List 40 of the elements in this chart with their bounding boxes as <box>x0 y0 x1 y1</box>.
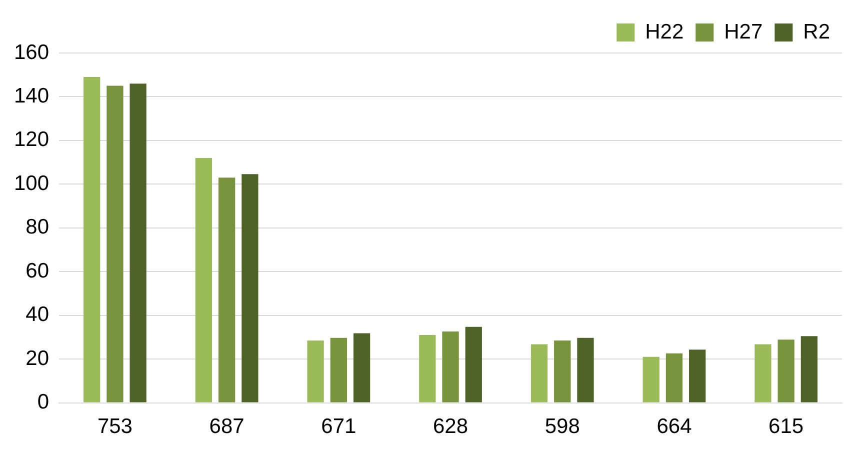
bar <box>419 335 436 402</box>
bar <box>353 333 370 402</box>
bar <box>106 86 124 402</box>
legend-label: H22 <box>645 20 684 44</box>
x-tick-label: 615 <box>768 415 804 438</box>
y-tick-label: 140 <box>14 84 50 108</box>
bar <box>442 332 459 402</box>
bar <box>800 336 818 402</box>
y-tick-label: 0 <box>37 390 50 414</box>
y-tick-label: 40 <box>26 303 50 326</box>
bar <box>530 344 548 402</box>
bar <box>554 340 571 402</box>
x-tick-label: 598 <box>544 415 580 438</box>
y-tick-label: 120 <box>14 128 50 152</box>
bar <box>195 158 212 402</box>
x-tick-label: 664 <box>656 415 692 438</box>
bar <box>330 338 347 402</box>
legend-label: H27 <box>724 20 763 44</box>
bar <box>465 326 482 402</box>
bar <box>218 178 236 402</box>
y-tick-label: 160 <box>14 40 50 64</box>
bar <box>577 338 594 402</box>
x-tick-label: 671 <box>321 415 356 438</box>
x-tick-label: 753 <box>97 415 132 438</box>
y-tick-label: 20 <box>26 346 50 370</box>
bar <box>84 77 100 402</box>
legend-label: R2 <box>803 20 830 44</box>
bar <box>642 356 660 402</box>
bar <box>666 353 683 402</box>
bar <box>778 340 794 402</box>
bar <box>307 340 324 402</box>
bar <box>130 84 146 402</box>
y-tick-label: 100 <box>14 172 50 195</box>
bar <box>242 174 258 402</box>
bar <box>754 344 772 402</box>
x-tick-label: 628 <box>432 415 468 438</box>
y-tick-label: 80 <box>26 216 50 239</box>
bar <box>689 350 706 402</box>
x-tick-label: 687 <box>209 415 244 438</box>
y-tick-label: 60 <box>26 259 50 282</box>
